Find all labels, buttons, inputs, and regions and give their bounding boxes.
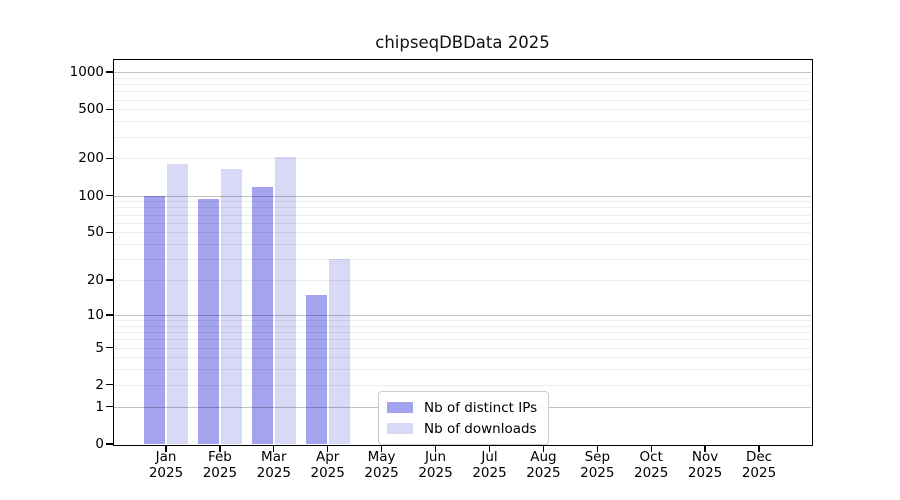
bar-jan-series1 [167, 164, 188, 444]
bar-apr-series0 [305, 294, 327, 444]
x-tick-mark-dec [758, 445, 760, 452]
x-tick-year: 2025 [364, 464, 399, 481]
x-tick-year: 2025 [472, 464, 507, 481]
y-tick-mark-1 [106, 406, 113, 408]
x-tick-year: 2025 [418, 464, 453, 481]
x-tick-mark-sep [596, 445, 598, 452]
x-tick-mark-aug [542, 445, 545, 452]
y-tick-label-1: 1 [95, 398, 104, 415]
x-tick-label-oct: Oct 2025 [623, 449, 679, 481]
x-tick-mark-apr [327, 445, 329, 452]
y-tick-mark-100 [106, 194, 113, 197]
y-tick-mark-500 [106, 108, 113, 110]
legend-item-downloads: Nb of downloads [387, 420, 537, 437]
x-tick-year: 2025 [256, 464, 291, 481]
x-tick-year: 2025 [687, 464, 723, 481]
y-tick-label-0: 0 [95, 436, 104, 452]
x-tick-year: 2025 [202, 464, 238, 481]
x-tick-year: 2025 [148, 464, 184, 481]
legend-swatch-downloads [387, 423, 413, 434]
bar-apr-series1 [328, 259, 350, 444]
x-tick-mark-feb [219, 445, 221, 452]
y-tick-label-100: 100 [78, 187, 104, 204]
x-tick-month: Nov [691, 449, 719, 465]
bar-mar-series0 [251, 187, 273, 444]
x-tick-month: Oct [639, 449, 663, 465]
bar-mar-series1 [274, 157, 296, 444]
x-tick-mark-jun [434, 445, 437, 452]
y-tick-mark-0 [106, 443, 113, 445]
x-tick-label-apr: Apr 2025 [300, 449, 356, 481]
y-tick-mark-10 [106, 314, 113, 316]
bar-feb-series1 [220, 168, 242, 444]
plot-area: Nb of distinct IPs Nb of downloads [112, 58, 813, 446]
x-tick-mark-may [380, 445, 383, 452]
chart-title: chipseqDBData 2025 [375, 33, 550, 52]
bar-layer [114, 60, 811, 444]
legend-item-distinct-ips: Nb of distinct IPs [387, 399, 537, 416]
y-tick-label-20: 20 [86, 272, 104, 289]
x-tick-mark-jan [165, 445, 167, 452]
x-tick-label-dec: Dec 2025 [731, 449, 787, 481]
x-tick-label-jun: Jun 2025 [408, 449, 464, 481]
x-tick-month: Jan [155, 449, 177, 465]
x-tick-mark-mar [273, 445, 275, 452]
y-tick-label-200: 200 [78, 150, 104, 167]
x-tick-year: 2025 [741, 464, 777, 481]
x-tick-label-feb: Feb 2025 [192, 449, 248, 481]
y-tick-mark-20 [106, 279, 113, 281]
x-tick-month: May [367, 449, 396, 465]
legend: Nb of distinct IPs Nb of downloads [378, 391, 550, 445]
legend-label-downloads: Nb of downloads [424, 420, 537, 437]
x-tick-label-mar: Mar 2025 [246, 449, 302, 481]
x-tick-month: Aug [530, 449, 557, 465]
y-tick-mark-2 [106, 384, 113, 386]
x-tick-month: Feb [207, 449, 232, 465]
x-tick-year: 2025 [526, 464, 561, 481]
x-tick-label-aug: Aug 2025 [515, 449, 571, 481]
x-tick-mark-nov [704, 445, 706, 452]
x-tick-year: 2025 [634, 464, 669, 481]
x-tick-year: 2025 [310, 464, 345, 481]
x-tick-label-sep: Sep 2025 [569, 449, 625, 481]
y-tick-label-1000: 1000 [69, 64, 104, 80]
legend-label-distinct-ips: Nb of distinct IPs [424, 399, 538, 416]
x-tick-year: 2025 [580, 464, 615, 481]
x-tick-month: Jul [481, 449, 498, 465]
x-tick-month: Dec [745, 449, 773, 465]
x-tick-mark-oct [650, 445, 652, 452]
y-tick-label-50: 50 [86, 224, 104, 241]
y-tick-label-500: 500 [78, 101, 104, 118]
legend-swatch-distinct-ips [387, 402, 413, 413]
x-tick-label-may: May 2025 [354, 449, 410, 481]
bar-jan-series0 [144, 195, 165, 444]
x-tick-mark-jul [488, 445, 491, 452]
y-tick-mark-1000 [106, 71, 113, 73]
y-tick-label-10: 10 [86, 306, 104, 323]
y-tick-mark-50 [106, 231, 113, 233]
x-tick-month: Sep [584, 449, 611, 465]
y-tick-label-5: 5 [95, 339, 104, 356]
y-tick-mark-200 [106, 157, 113, 160]
y-tick-label-2: 2 [95, 376, 104, 393]
x-tick-month: Apr [316, 449, 340, 465]
bar-feb-series0 [197, 198, 219, 444]
x-tick-label-jan: Jan 2025 [138, 449, 194, 481]
x-tick-label-jul: Jul 2025 [462, 449, 518, 481]
y-tick-mark-5 [106, 346, 113, 349]
x-tick-month: Mar [261, 449, 287, 465]
x-tick-month: Jun [424, 449, 447, 465]
x-tick-label-nov: Nov 2025 [677, 449, 733, 481]
